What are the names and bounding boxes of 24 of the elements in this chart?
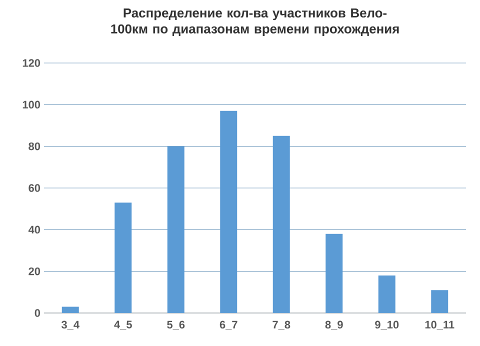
- x-tick-label: 9_10: [375, 320, 399, 330]
- x-tick-label: 5_6: [167, 320, 185, 330]
- y-tick-label: 20: [28, 267, 40, 276]
- bar: [167, 146, 184, 313]
- x-tick-label: 6_7: [220, 320, 238, 330]
- x-tick-label: 4_5: [114, 320, 132, 330]
- chart-title: Распределение кол-ва участников Вело-100км по диапазонам времени прохождения: [111, 8, 399, 36]
- x-tick-label: 8_9: [325, 320, 343, 330]
- bar: [431, 290, 448, 313]
- y-tick-label: 0: [34, 309, 40, 317]
- y-tick-label: 80: [28, 142, 40, 150]
- x-tick-label: 7_8: [272, 320, 290, 330]
- x-tick-label: 10_11: [425, 320, 454, 330]
- y-tick-label: 40: [28, 226, 40, 234]
- bar: [114, 202, 132, 313]
- bar: [326, 234, 343, 313]
- y-tick-label: 100: [22, 100, 40, 109]
- bar: [62, 306, 79, 313]
- y-tick-label: 120: [22, 59, 40, 67]
- y-tick-label: 60: [28, 184, 40, 192]
- bar: [220, 110, 238, 313]
- bar: [272, 136, 290, 313]
- x-tick-label: 3_4: [61, 320, 80, 330]
- bar: [378, 276, 396, 313]
